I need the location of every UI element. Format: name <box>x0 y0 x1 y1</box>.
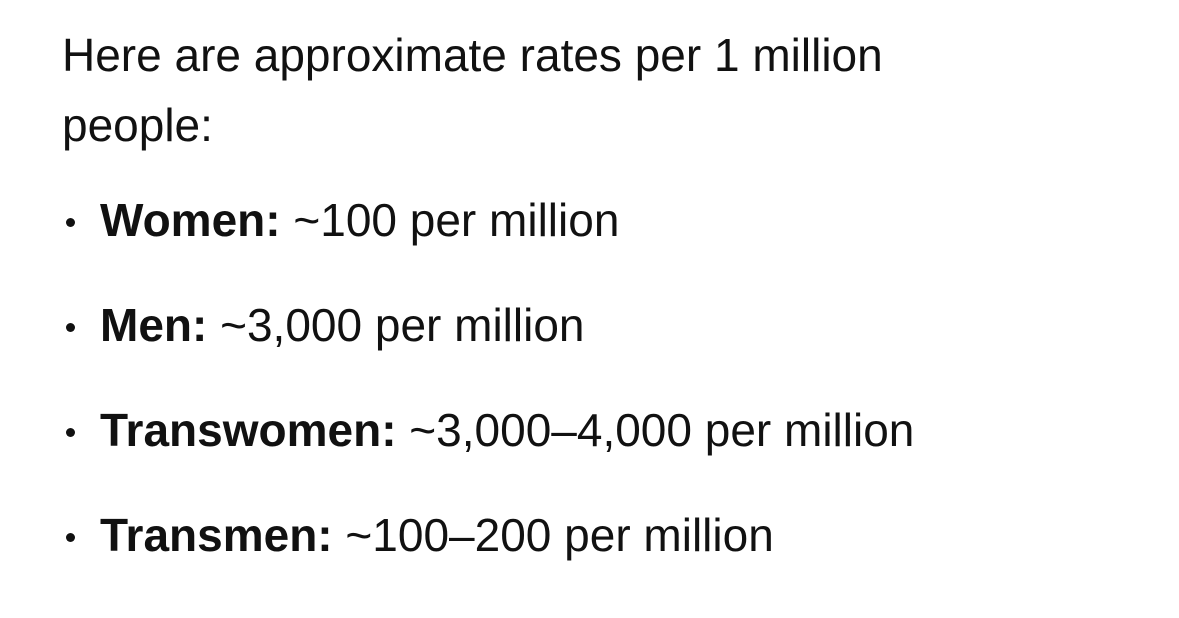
item-text: ~100–200 per million <box>345 509 774 561</box>
item-label: Transwomen: <box>100 404 397 456</box>
item-text: ~3,000 per million <box>220 299 585 351</box>
list-item: Men: ~3,000 per million <box>62 290 914 360</box>
item-label: Transmen: <box>100 509 333 561</box>
list-item: Transwomen: ~3,000–4,000 per million <box>62 395 914 465</box>
intro-text: Here are approximate rates per 1 million… <box>62 29 883 151</box>
item-label: Women: <box>100 194 281 246</box>
list-item: Women: ~100 per million <box>62 185 914 255</box>
list-item: Transmen: ~100–200 per million <box>62 500 914 570</box>
item-label: Men: <box>100 299 208 351</box>
item-text: ~100 per million <box>293 194 620 246</box>
item-text: ~3,000–4,000 per million <box>409 404 915 456</box>
rate-list: Women: ~100 per million Men: ~3,000 per m… <box>62 185 914 605</box>
